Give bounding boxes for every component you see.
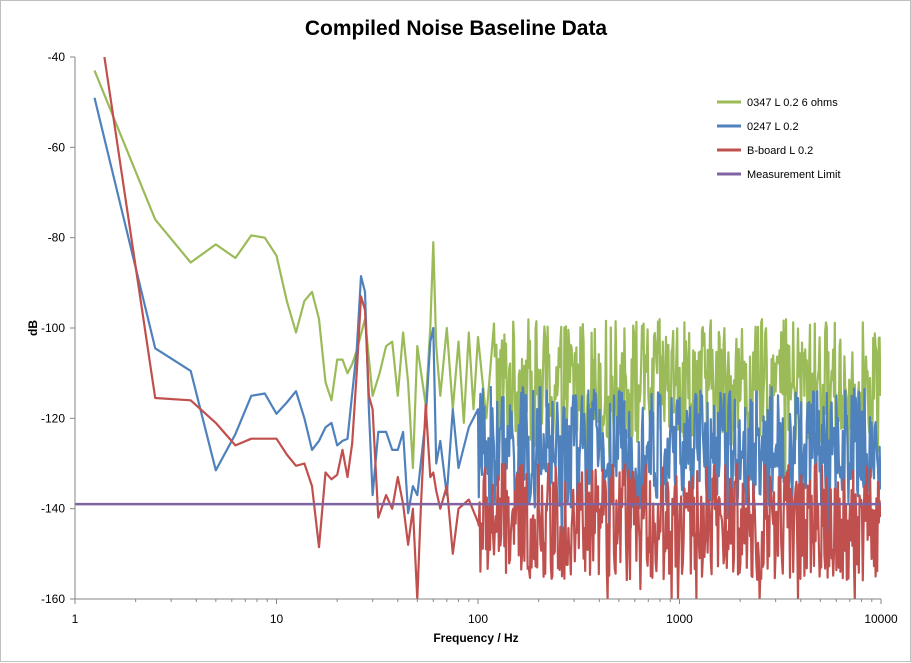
x-tick-label: 1 bbox=[72, 612, 79, 626]
legend-label: 0247 L 0.2 bbox=[747, 121, 799, 133]
x-tick-label: 1000 bbox=[666, 612, 693, 626]
legend-label: 0347 L 0.2 6 ohms bbox=[747, 97, 838, 109]
x-tick-label: 10000 bbox=[864, 612, 898, 626]
y-tick-label: -80 bbox=[48, 231, 66, 245]
series-line bbox=[103, 57, 881, 599]
legend-label: B-board L 0.2 bbox=[747, 145, 813, 157]
y-tick-label: -140 bbox=[41, 502, 65, 516]
x-axis-title: Frequency / Hz bbox=[433, 631, 518, 645]
chart-title: Compiled Noise Baseline Data bbox=[305, 17, 608, 40]
y-tick-label: -120 bbox=[41, 411, 65, 425]
axes: -40 -60 -80 -100 -120 -140 -160 1 10 100 1000 10000 bbox=[41, 50, 898, 626]
y-tick-label: -100 bbox=[41, 321, 65, 335]
y-tick-label: -40 bbox=[48, 50, 66, 64]
legend: 0347 L 0.2 6 ohms 0247 L 0.2 B-board L 0.2… bbox=[717, 97, 841, 181]
y-tick-label: -160 bbox=[41, 592, 65, 606]
y-tick-label: -60 bbox=[48, 140, 66, 154]
y-axis-title: dB bbox=[26, 320, 40, 336]
plot-area bbox=[75, 57, 881, 599]
x-tick-label: 10 bbox=[270, 612, 284, 626]
legend-label: Measurement Limit bbox=[747, 169, 841, 181]
x-tick-label: 100 bbox=[468, 612, 488, 626]
